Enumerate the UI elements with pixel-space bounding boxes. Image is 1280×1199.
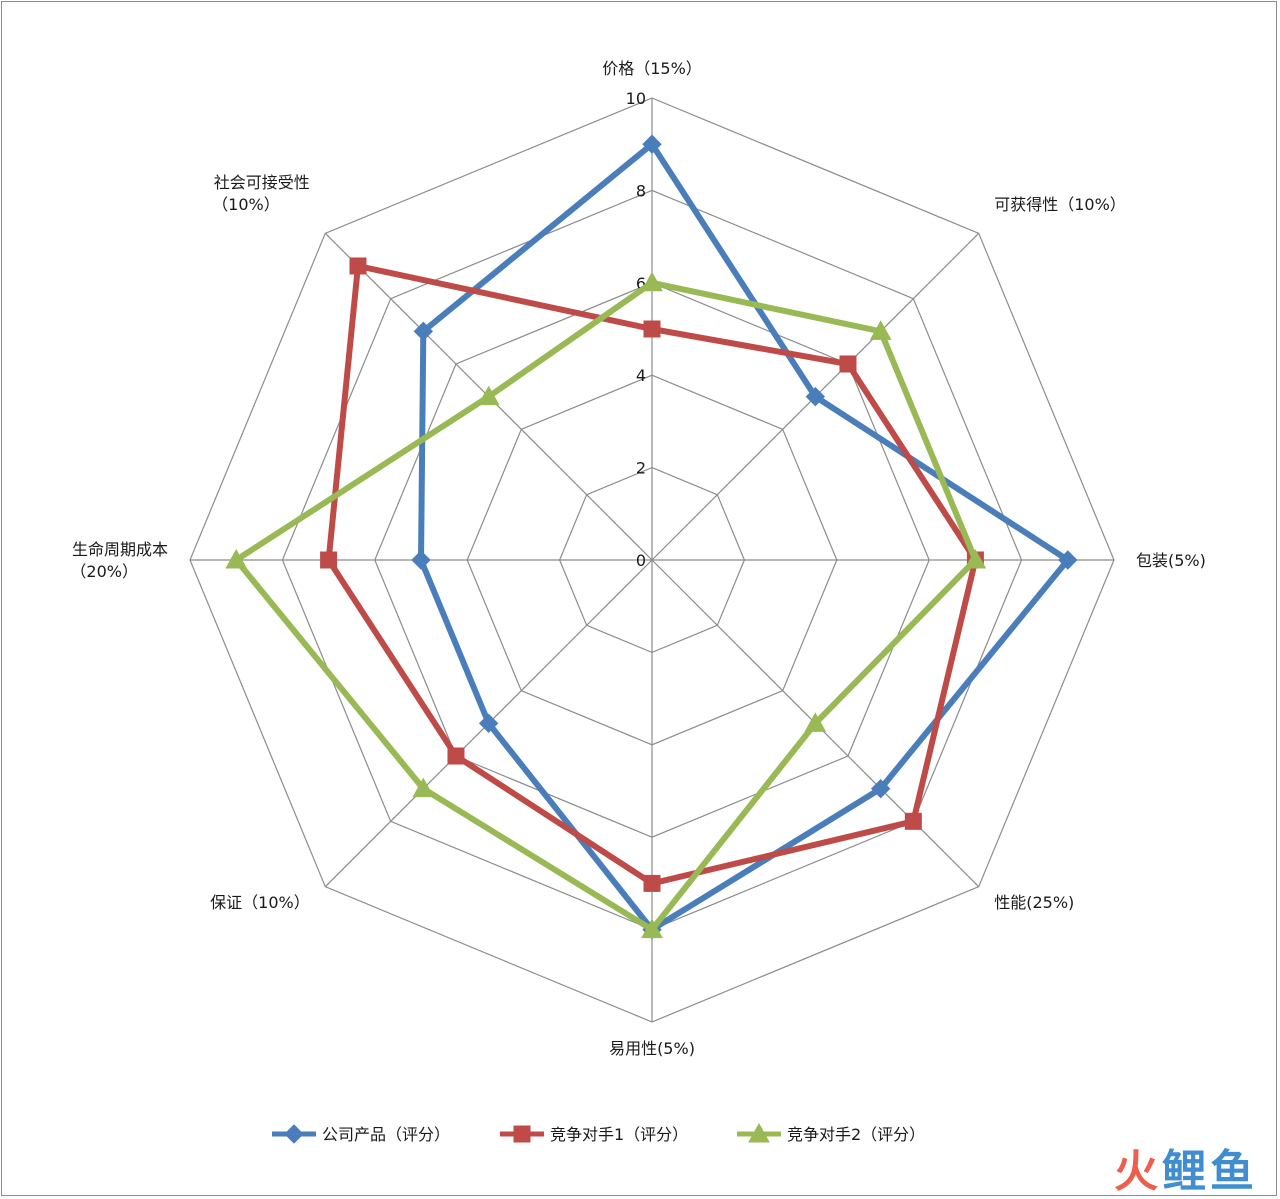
axis-label-line: （10%） bbox=[212, 195, 280, 214]
data-point bbox=[349, 257, 367, 275]
data-point bbox=[447, 747, 465, 765]
data-point bbox=[964, 548, 987, 569]
watermark-char: 鲤 bbox=[1162, 1146, 1206, 1197]
data-point bbox=[477, 385, 500, 406]
data-point bbox=[412, 777, 435, 798]
axis-label-line: 可获得性（10%） bbox=[994, 195, 1126, 214]
axis-label: 社会可接受性 （10%） bbox=[212, 173, 310, 214]
axis-label-line: 生命周期成本 bbox=[72, 540, 168, 559]
axis-label-line: 性能(25%) bbox=[994, 893, 1074, 912]
axis-label: 包装(5%) bbox=[1136, 551, 1206, 570]
axis-label-line: 社会可接受性 bbox=[214, 173, 310, 192]
legend-label: 竞争对手2（评分） bbox=[787, 1125, 925, 1144]
axis-label-line: 价格（15%） bbox=[602, 59, 702, 78]
legend-item: 竞争对手1（评分） bbox=[500, 1125, 688, 1144]
data-point bbox=[869, 320, 892, 340]
data-point bbox=[320, 551, 338, 569]
tick-label: 4 bbox=[636, 366, 646, 385]
axis-label: 保证（10%） bbox=[210, 893, 310, 912]
legend: 公司产品（评分） 竞争对手1（评分） 竞争对手2（评分） bbox=[272, 1122, 925, 1144]
data-point bbox=[643, 874, 661, 892]
data-point bbox=[904, 812, 922, 830]
axis-label: 可获得性（10%） bbox=[994, 195, 1126, 214]
axis-label-line: 保证（10%） bbox=[210, 893, 310, 912]
tick-label: 6 bbox=[636, 274, 646, 293]
data-point bbox=[839, 355, 857, 373]
data-point bbox=[225, 548, 248, 569]
data-point bbox=[805, 386, 826, 407]
data-point bbox=[643, 320, 661, 338]
tick-label: 0 bbox=[636, 551, 646, 570]
legend-marker bbox=[513, 1125, 531, 1143]
data-point bbox=[870, 778, 891, 799]
axis-label-line: 易用性(5%) bbox=[609, 1039, 695, 1058]
axis-label-line: （20%） bbox=[70, 562, 138, 581]
data-point bbox=[804, 712, 827, 732]
data-point bbox=[411, 550, 431, 570]
series-1 bbox=[411, 134, 1078, 940]
legend-label: 公司产品（评分） bbox=[322, 1125, 450, 1144]
legend-item: 竞争对手2（评分） bbox=[737, 1122, 925, 1144]
legend-marker bbox=[284, 1124, 304, 1144]
legend-item: 公司产品（评分） bbox=[272, 1124, 450, 1144]
watermark-char: 火 bbox=[1114, 1146, 1158, 1197]
axis-label-line: 包装(5%) bbox=[1136, 551, 1206, 570]
legend-label: 竞争对手1（评分） bbox=[550, 1125, 688, 1144]
axis-label: 生命周期成本 （20%） bbox=[70, 540, 168, 581]
legend-marker bbox=[748, 1122, 770, 1143]
watermark-logo: 火鲤鱼 bbox=[1114, 1146, 1254, 1197]
axis-label: 易用性(5%) bbox=[609, 1039, 695, 1058]
data-point bbox=[641, 271, 663, 292]
data-point bbox=[413, 321, 434, 342]
tick-label: 8 bbox=[636, 181, 646, 200]
series-3 bbox=[225, 271, 987, 939]
data-series bbox=[225, 134, 1078, 940]
axis-labels: 价格（15%） 可获得性（10%） 包装(5%) 性能(25%) 易用性(5%) 保证（1… bbox=[70, 59, 1205, 1058]
data-point bbox=[642, 134, 662, 154]
watermark-char: 鱼 bbox=[1210, 1146, 1254, 1197]
axis-label: 价格（15%） bbox=[602, 59, 702, 78]
tick-label: 2 bbox=[636, 459, 646, 478]
data-point bbox=[1058, 550, 1078, 570]
axis-label: 性能(25%) bbox=[994, 893, 1074, 912]
data-point bbox=[641, 918, 663, 939]
tick-label: 10 bbox=[626, 89, 646, 108]
radial-tick-labels: 0 2 4 6 8 10 bbox=[626, 89, 646, 570]
data-point bbox=[478, 713, 499, 734]
